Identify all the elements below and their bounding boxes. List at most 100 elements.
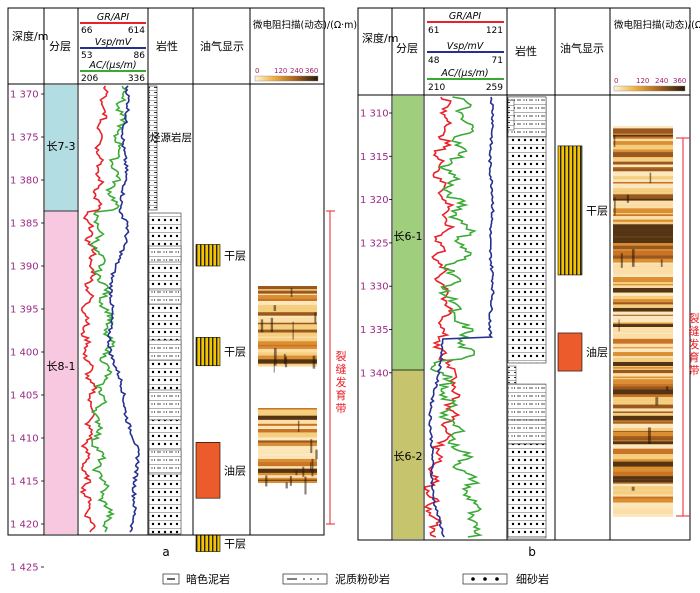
svg-text:裂: 裂	[336, 350, 347, 363]
a-depth-tick: 1 370	[10, 90, 39, 101]
a-depth-tick: 1 390	[10, 262, 39, 273]
b-lith-silt-bed	[507, 419, 547, 445]
b-vsp-curve	[428, 96, 495, 538]
a-gr-min: 66	[81, 26, 93, 36]
b-vsp-max: 71	[492, 56, 503, 66]
a-ac-curve	[90, 85, 128, 533]
b-gr-max: 121	[486, 26, 503, 36]
a-vsp-max: 86	[134, 51, 146, 61]
svg-text:裂: 裂	[689, 312, 700, 325]
panel-a: 深度/m 分层 岩性 油气显示 微电阻扫描(动态)/(Ω·m) 0 120 24…	[7, 7, 357, 574]
b-layer-chang6-1	[393, 96, 423, 370]
b-gr-curve	[423, 96, 461, 538]
a-depth-tick: 1 385	[10, 219, 39, 230]
b-layer-label: 长6-2	[394, 450, 423, 463]
svg-text:发: 发	[689, 337, 700, 351]
b-lith-silt-bed	[507, 383, 547, 421]
a-ac-max: 336	[128, 74, 145, 84]
b-depth-tick: 1 325	[360, 238, 389, 249]
a-gr-curve	[79, 85, 109, 533]
a-lith-source-rock-label: 烃源岩层	[150, 131, 192, 144]
a-scale-tick: 360	[305, 67, 318, 75]
b-depth-tick: 1 340	[360, 368, 389, 379]
b-fmi-color-scale	[613, 85, 686, 92]
b-lith-dark-mudstone	[507, 365, 517, 385]
a-depth-tick: 1 380	[10, 176, 39, 187]
svg-text:育: 育	[336, 388, 347, 402]
a-layer-header: 分层	[49, 40, 71, 53]
a-depth-tick: 1 420	[10, 520, 39, 531]
b-depth-header: 深度/m	[362, 31, 398, 45]
b-gr-min: 61	[428, 26, 439, 36]
b-oil-show-dry	[557, 145, 583, 276]
svg-text:带: 带	[336, 402, 347, 415]
b-ac-min: 210	[428, 83, 445, 93]
a-lithology-header: 岩性	[156, 39, 178, 53]
b-curve-header: GR/API 61 121 Vsp/mV 48 71 AC/(μs/m) 210…	[427, 11, 504, 93]
a-fmi-color-scale	[254, 75, 319, 82]
a-oil-show-dry	[195, 337, 221, 367]
a-oil-show-dry	[195, 534, 221, 552]
b-fmi-header: 微电阻扫描(动态)/(Ω·m)	[614, 19, 700, 31]
a-scale-tick: 120	[274, 67, 287, 75]
a-vsp-label: Vsp/mV	[95, 37, 133, 48]
a-layer-label: 长7-3	[47, 140, 76, 153]
b-vsp-min: 48	[428, 56, 440, 66]
svg-text:带: 带	[689, 364, 700, 377]
b-ac-curve	[429, 96, 484, 538]
b-oil-show-label: 干层	[586, 204, 608, 217]
a-lith-silt-bed	[148, 245, 182, 263]
a-depth-tick: 1 375	[10, 133, 39, 144]
a-ac-min: 206	[81, 74, 98, 84]
b-scale-tick: 240	[655, 77, 668, 85]
a-depth-tick: 1 400	[10, 348, 39, 359]
svg-text:育: 育	[689, 350, 700, 364]
b-layer-label: 长6-1	[394, 230, 423, 243]
panel-a-frame	[7, 7, 325, 536]
svg-text:缝: 缝	[689, 324, 700, 338]
a-ac-label: AC/(μs/m)	[88, 60, 136, 71]
a-depth-header: 深度/m	[12, 29, 48, 43]
a-lith-silt-bed	[148, 449, 182, 475]
b-vsp-label: Vsp/mV	[447, 41, 485, 52]
b-depth-tick: 1 330	[360, 282, 389, 293]
a-gr-max: 614	[128, 26, 145, 36]
b-lith-sand-column	[507, 443, 547, 539]
b-depth-tick: 1 320	[360, 195, 389, 206]
a-scale-tick: 0	[255, 67, 259, 75]
b-ac-max: 259	[486, 83, 503, 93]
a-depth-tick: 1 415	[10, 477, 39, 488]
a-curve-header: GR/API 66 614 Vsp/mV 53 86 AC/(μs/m) 206…	[80, 12, 146, 84]
legend: 暗色泥岩 泥质粉砂岩 细砂岩	[162, 572, 549, 586]
svg-text:发: 发	[336, 375, 347, 389]
b-lith-dark-mudstone	[507, 99, 515, 131]
a-layer-label: 长8-1	[47, 360, 76, 373]
b-layer-header: 分层	[396, 42, 418, 55]
b-gr-label: GR/API	[449, 11, 481, 22]
b-caption: b	[528, 545, 536, 559]
a-fmi-header: 微电阻扫描(动态)/(Ω·m)	[253, 19, 357, 31]
b-scale-tick: 120	[636, 77, 649, 85]
legend-label: 暗色泥岩	[186, 572, 230, 586]
a-lith-dark-mudstone	[148, 85, 158, 211]
legend-label: 泥质粉砂岩	[335, 572, 390, 586]
b-depth-tick: 1 335	[360, 325, 389, 336]
a-lith-silt-bed	[148, 389, 182, 421]
a-oil-show-oil	[195, 441, 221, 499]
a-lith-sand-column	[148, 212, 182, 535]
legend-symbol-muddy-siltstone	[282, 573, 328, 585]
a-oil-show-label: 油层	[224, 463, 246, 477]
b-oil-header: 油气显示	[560, 41, 604, 55]
a-layer-chang8-1	[45, 211, 77, 534]
a-oil-show-label: 干层	[224, 346, 246, 359]
b-oil-show-oil	[557, 332, 583, 372]
a-depth-tick: 1 425	[10, 563, 39, 574]
a-depth-tick: 1 410	[10, 434, 39, 445]
a-oil-show-label: 干层	[224, 249, 246, 262]
b-lith-silt-bed	[507, 96, 547, 138]
a-depth-tick: 1 395	[10, 305, 39, 316]
b-lithology-header: 岩性	[515, 44, 537, 58]
b-depth-tick: 1 315	[360, 152, 389, 163]
